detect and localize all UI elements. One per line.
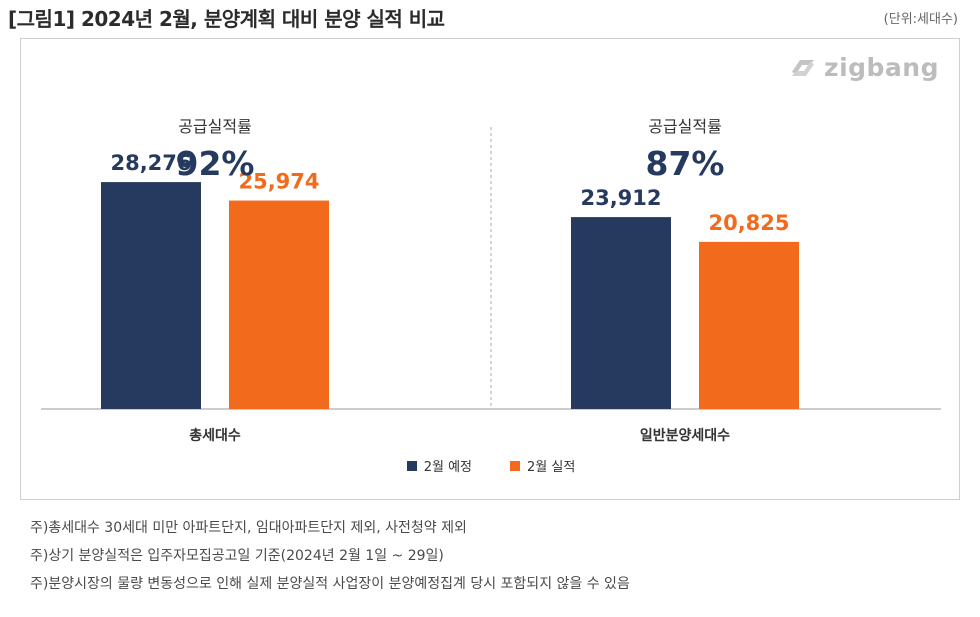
footnote: 주)상기 분양실적은 입주자모집공고일 기준(2024년 2월 1일 ~ 29일… <box>30 548 444 564</box>
legend-label-planned: 2월 예정 <box>423 460 472 475</box>
bar <box>101 182 201 409</box>
bar <box>699 241 799 409</box>
bar-value-label: 28,276 <box>110 151 191 175</box>
x-tick-label: 일반분양세대수 <box>640 427 730 444</box>
x-tick-label: 총세대수 <box>189 428 241 444</box>
supply-rate-label: 공급실적률 <box>178 117 252 136</box>
legend-label-actual: 2월 실적 <box>527 460 576 475</box>
legend-item-actual: 2월 실적 <box>510 456 575 475</box>
footnote: 주)총세대수 30세대 미만 아파트단지, 임대아파트단지 제외, 사전청약 제… <box>30 520 467 536</box>
legend-item-planned: 2월 예정 <box>406 456 472 475</box>
footnote: 주)분양시장의 물량 변동성으로 인해 실제 분양실적 사업장이 분양예정집계 … <box>30 576 630 592</box>
logo-text: zigbang <box>824 53 939 82</box>
bar <box>571 217 671 409</box>
chart-panel: zigbang 28,276 25,974 총세대수 공급실적률 92% 23,912 20… <box>20 38 960 500</box>
bar-chart: 28,276 25,974 총세대수 공급실적률 92% 23,912 20,825 일반분양… <box>41 117 941 444</box>
legend-swatch-actual <box>510 460 520 471</box>
supply-rate-value: 87% <box>646 144 725 183</box>
unit-label: (단위:세대수) <box>883 12 958 27</box>
footnotes: 주)총세대수 30세대 미만 아파트단지, 임대아파트단지 제외, 사전청약 제… <box>30 514 630 598</box>
supply-rate-label: 공급실적률 <box>648 117 722 136</box>
legend: 2월 예정 2월 실적 <box>21 456 961 475</box>
bar-value-label: 20,825 <box>708 211 789 235</box>
supply-rate-value: 92% <box>176 144 255 183</box>
bar <box>229 200 329 409</box>
bar-value-label: 25,974 <box>238 170 319 194</box>
chart-title: [그림1] 2024년 2월, 분양계획 대비 분양 실적 비교 <box>8 7 445 31</box>
zigbang-logo-icon <box>792 59 815 76</box>
zigbang-logo: zigbang <box>788 53 939 82</box>
legend-swatch-planned <box>406 460 417 471</box>
bar-value-label: 23,912 <box>580 186 661 210</box>
